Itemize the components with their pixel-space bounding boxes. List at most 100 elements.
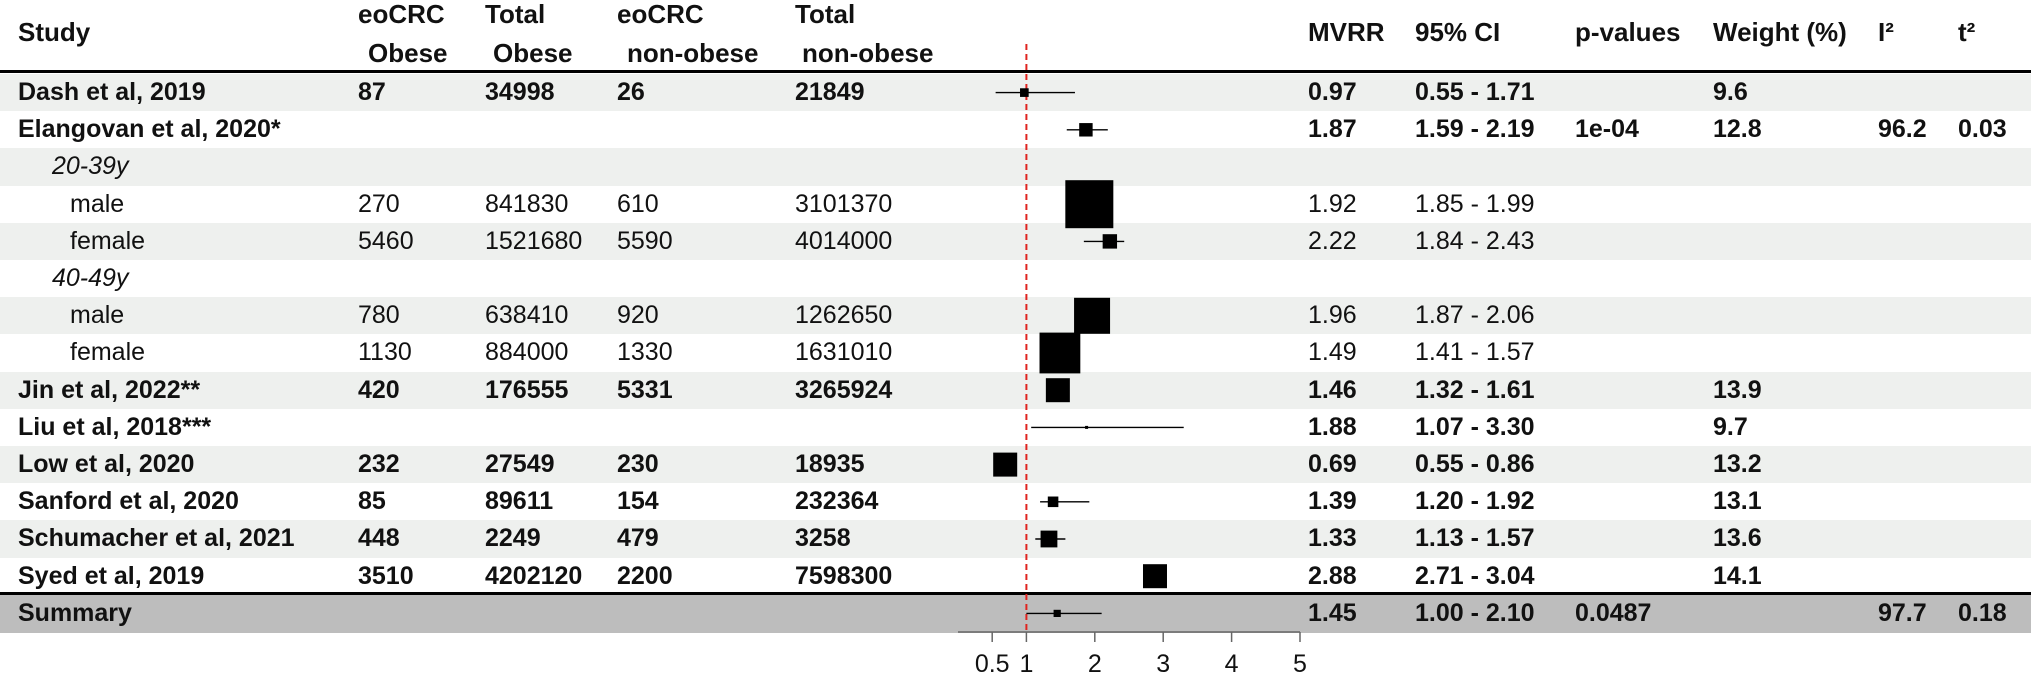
header-total-obese-2: Obese — [493, 38, 573, 68]
study-label: male — [70, 189, 125, 218]
cell-eocrc-nonobese: 920 — [617, 301, 659, 330]
cell-total-nonobese: 3258 — [795, 524, 851, 553]
header-total-nonobese-1: Total — [795, 0, 856, 29]
header-eocrc-obese-1: eoCRC — [358, 0, 445, 29]
cell-ci: 0.55 - 1.71 — [1415, 78, 1535, 106]
cell-total-nonobese: 3265924 — [795, 375, 893, 404]
cell-total-nonobese: 18935 — [795, 450, 865, 478]
study-label: male — [70, 301, 125, 330]
cell-eocrc-nonobese: 610 — [617, 189, 659, 218]
cell-weight: 9.6 — [1713, 78, 1748, 106]
cell-weight: 13.9 — [1713, 375, 1762, 404]
estimate-box — [993, 452, 1018, 477]
cell-ci: 1.13 - 1.57 — [1415, 524, 1535, 553]
cell-total-obese: 4202120 — [485, 561, 583, 590]
cell-mvrr: 1.46 — [1308, 375, 1357, 404]
row-shade — [0, 297, 2031, 335]
cell-weight: 13.1 — [1713, 487, 1762, 516]
estimate-box — [1142, 564, 1167, 589]
cell-eocrc-obese: 1130 — [358, 338, 412, 367]
header-rule — [0, 70, 2031, 73]
cell-mvrr: 2.22 — [1308, 226, 1357, 255]
cell-total-obese: 841830 — [485, 189, 569, 218]
estimate-box — [1045, 378, 1070, 403]
study-label: Elangovan et al, 2020* — [18, 115, 281, 144]
study-label: female — [70, 226, 146, 255]
cell-ci: 1.32 - 1.61 — [1415, 375, 1535, 404]
header-total-obese-1: Total — [485, 0, 546, 29]
x-tick-label: 5 — [1293, 650, 1307, 678]
cell-pvalue: 0.0487 — [1575, 598, 1652, 627]
cell-weight: 13.6 — [1713, 524, 1762, 553]
cell-total-obese: 638410 — [485, 301, 569, 330]
row-shade — [0, 520, 2031, 558]
cell-mvrr: 1.87 — [1308, 115, 1357, 144]
header-mvrr: MVRR — [1308, 17, 1385, 47]
header-total-nonobese-2: non-obese — [802, 38, 934, 68]
x-tick-label: 1 — [1019, 650, 1033, 678]
cell-i2: 96.2 — [1878, 115, 1927, 144]
cell-eocrc-nonobese: 154 — [617, 487, 659, 516]
header-pvalues: p-values — [1575, 17, 1681, 47]
row-shade — [0, 371, 2031, 409]
cell-weight: 13.2 — [1713, 450, 1762, 478]
estimate-box — [1053, 609, 1061, 617]
cell-eocrc-nonobese: 230 — [617, 450, 659, 478]
cell-ci: 1.20 - 1.92 — [1415, 487, 1535, 516]
study-label: Sanford et al, 2020 — [18, 487, 239, 516]
cell-total-nonobese: 1631010 — [795, 338, 893, 367]
cell-eocrc-obese: 5460 — [358, 226, 414, 255]
header-ci: 95% CI — [1415, 17, 1501, 47]
study-label: female — [70, 338, 146, 367]
cell-t2: 0.18 — [1958, 598, 2007, 627]
cell-mvrr: 1.49 — [1308, 338, 1357, 367]
study-label: Low et al, 2020 — [18, 450, 195, 478]
study-label: Liu et al, 2018*** — [18, 412, 212, 441]
cell-ci: 1.85 - 1.99 — [1415, 189, 1535, 218]
cell-ci: 2.71 - 3.04 — [1415, 561, 1535, 590]
cell-eocrc-obese: 85 — [358, 487, 386, 516]
cell-total-obese: 884000 — [485, 338, 569, 367]
cell-eocrc-obese: 87 — [358, 78, 386, 106]
cell-ci: 1.41 - 1.57 — [1415, 338, 1535, 367]
study-label: Syed et al, 2019 — [18, 561, 205, 590]
cell-mvrr: 0.97 — [1308, 78, 1357, 106]
cell-weight: 12.8 — [1713, 115, 1762, 144]
cell-total-nonobese: 7598300 — [795, 561, 893, 590]
cell-eocrc-obese: 270 — [358, 189, 400, 218]
cell-mvrr: 0.69 — [1308, 450, 1357, 478]
cell-eocrc-nonobese: 479 — [617, 524, 659, 553]
cell-eocrc-nonobese: 1330 — [617, 338, 673, 367]
cell-ci: 1.87 - 2.06 — [1415, 301, 1535, 330]
estimate-box — [1079, 123, 1093, 137]
estimate-box — [1020, 88, 1029, 97]
cell-eocrc-nonobese: 5590 — [617, 226, 673, 255]
header-eocrc-nonobese-1: eoCRC — [617, 0, 704, 29]
estimate-box — [1040, 530, 1058, 548]
row-shade — [0, 222, 2031, 260]
cell-total-nonobese: 3101370 — [795, 189, 893, 218]
cell-eocrc-nonobese: 26 — [617, 78, 645, 106]
x-tick-label: 0.5 — [975, 650, 1010, 678]
cell-weight: 14.1 — [1713, 561, 1762, 590]
study-label: Summary — [18, 598, 132, 627]
header-t2: t² — [1958, 17, 1976, 47]
cell-eocrc-obese: 232 — [358, 450, 400, 478]
cell-total-nonobese: 232364 — [795, 487, 879, 516]
cell-eocrc-nonobese: 2200 — [617, 561, 673, 590]
estimate-box — [1047, 496, 1059, 508]
cell-eocrc-obese: 420 — [358, 375, 400, 404]
header-i2: I² — [1878, 17, 1894, 47]
cell-total-nonobese: 1262650 — [795, 301, 893, 330]
cell-total-obese: 1521680 — [485, 226, 583, 255]
cell-pvalue: 1e-04 — [1575, 115, 1639, 144]
estimate-box — [1085, 425, 1089, 429]
cell-ci: 1.59 - 2.19 — [1415, 115, 1535, 144]
study-label: Dash et al, 2019 — [18, 78, 206, 106]
cell-ci: 0.55 - 0.86 — [1415, 450, 1535, 478]
x-tick-label: 2 — [1088, 650, 1102, 678]
estimate-box — [1074, 297, 1111, 334]
cell-ci: 1.84 - 2.43 — [1415, 226, 1535, 255]
cell-mvrr: 1.45 — [1308, 598, 1357, 627]
cell-total-obese: 2249 — [485, 524, 541, 553]
